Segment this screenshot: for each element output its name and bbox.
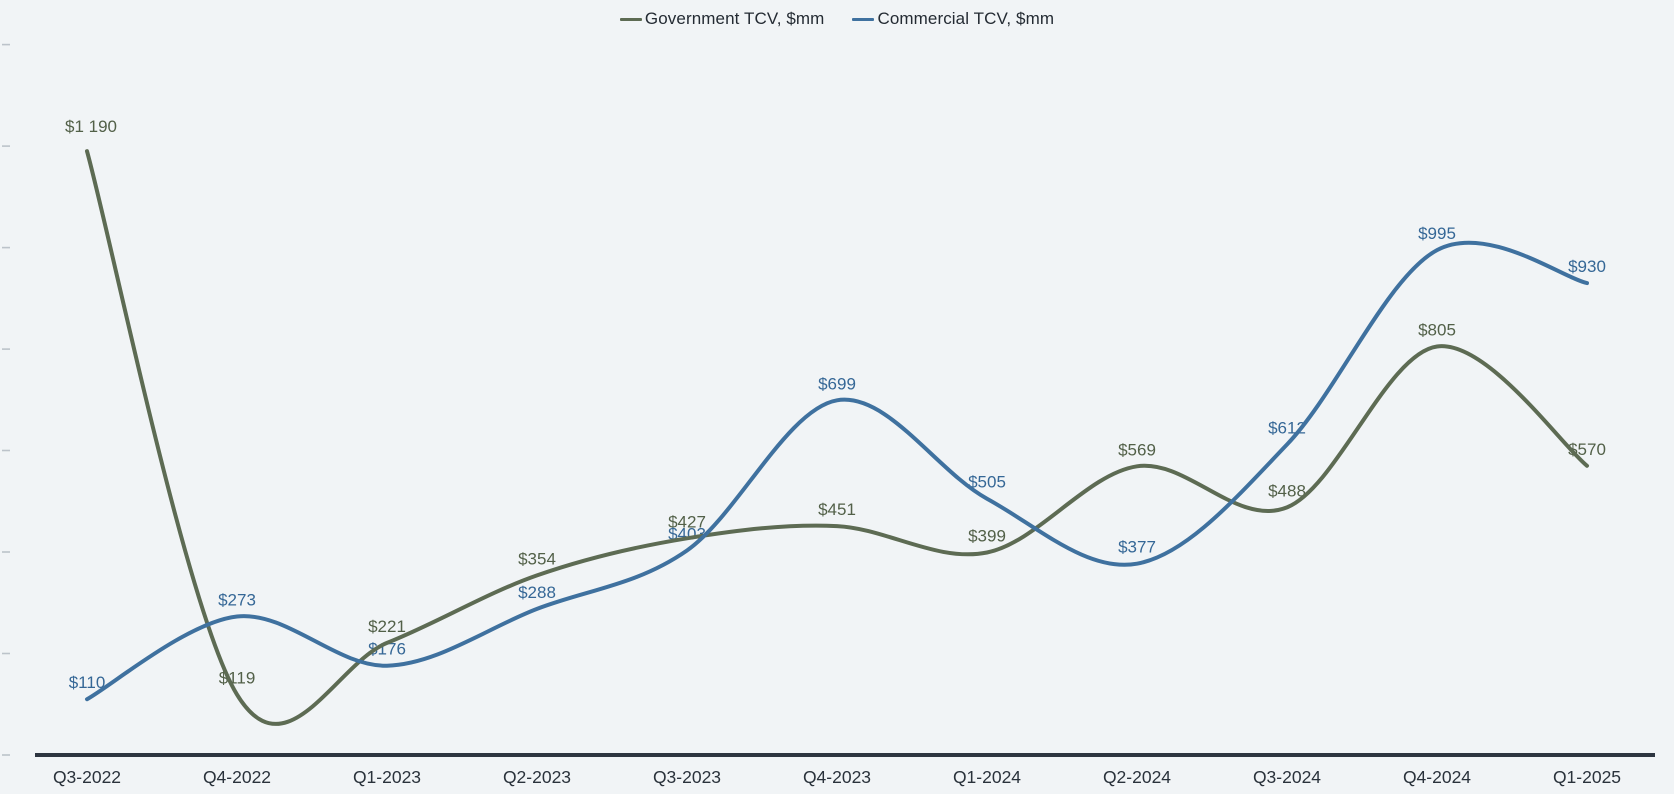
data-label: $377 bbox=[1118, 538, 1156, 557]
data-label: $570 bbox=[1568, 440, 1606, 459]
legend-item-government: Government TCV, $mm bbox=[619, 9, 825, 29]
data-label: $273 bbox=[218, 591, 256, 610]
x-axis-label: Q4-2024 bbox=[1403, 767, 1471, 787]
x-axis-label: Q3-2024 bbox=[1253, 767, 1321, 787]
data-label: $930 bbox=[1568, 257, 1606, 276]
legend-label-commercial: Commercial TCV, $mm bbox=[877, 9, 1055, 28]
x-axis-label: Q1-2023 bbox=[353, 767, 421, 787]
data-label: $505 bbox=[968, 473, 1006, 492]
data-label: $354 bbox=[518, 549, 556, 568]
x-axis-label: Q3-2023 bbox=[653, 767, 721, 787]
data-label: $569 bbox=[1118, 440, 1156, 459]
government-line bbox=[85, 149, 1589, 726]
data-label: $221 bbox=[368, 617, 406, 636]
data-label: $488 bbox=[1268, 481, 1306, 500]
data-label: $427 bbox=[668, 512, 706, 531]
legend-item-commercial: Commercial TCV, $mm bbox=[852, 9, 1054, 29]
data-label: $110 bbox=[69, 673, 106, 692]
data-label: $288 bbox=[518, 583, 556, 602]
data-label: $805 bbox=[1418, 321, 1456, 340]
data-label: $699 bbox=[818, 374, 856, 393]
legend: Government TCV, $mm Commercial TCV, $mm bbox=[0, 9, 1674, 29]
data-label: $1 190 bbox=[65, 117, 117, 136]
x-axis-label: Q2-2024 bbox=[1103, 767, 1171, 787]
x-axis-label: Q4-2022 bbox=[203, 767, 271, 787]
commercial-line-swatch bbox=[852, 17, 875, 21]
x-axis-label: Q3-2022 bbox=[53, 767, 121, 787]
data-label: $995 bbox=[1418, 224, 1456, 243]
legend-label-government: Government TCV, $mm bbox=[644, 9, 825, 28]
government-line-swatch bbox=[619, 17, 642, 21]
x-axis-label: Q2-2023 bbox=[503, 767, 571, 787]
x-axis-label: Q1-2025 bbox=[1553, 767, 1621, 787]
data-label: $451 bbox=[818, 500, 856, 519]
x-axis-label: Q4-2023 bbox=[803, 767, 871, 787]
data-label: $176 bbox=[368, 640, 406, 659]
x-axis-label: Q1-2024 bbox=[953, 767, 1021, 787]
commercial-line bbox=[85, 240, 1589, 702]
data-label: $399 bbox=[968, 527, 1006, 546]
